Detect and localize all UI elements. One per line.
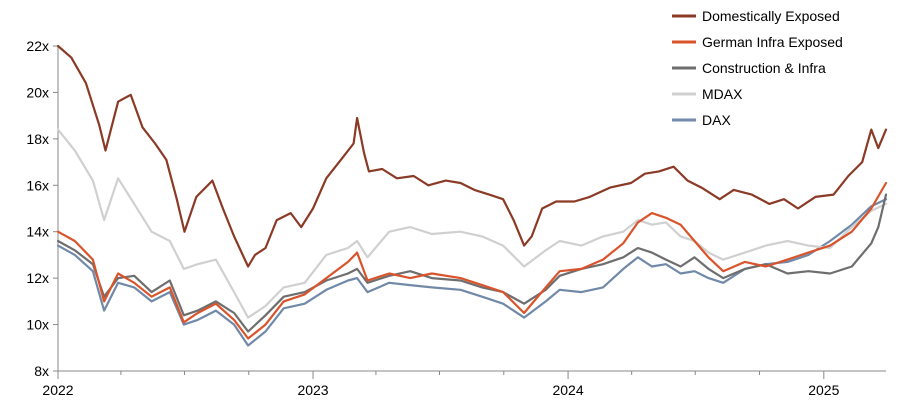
legend-label: German Infra Exposed <box>702 34 843 50</box>
x-tick-label: 2024 <box>552 382 583 398</box>
series-layer <box>56 44 888 347</box>
y-tick-label: 8x <box>34 363 49 379</box>
legend: Domestically Exposed German Infra Exposed… <box>672 8 843 128</box>
y-axis: 8x 10x 12x 14x 16x 18x 20x 22x <box>26 38 59 379</box>
y-tick-label: 16x <box>26 177 49 193</box>
y-tick-label: 14x <box>26 224 49 240</box>
y-tick-label: 22x <box>26 38 49 54</box>
y-tick-label: 20x <box>26 84 49 100</box>
x-tick-label: 2023 <box>297 382 328 398</box>
series-line-dax <box>56 198 888 347</box>
series-line-german-infra-exposed <box>56 181 888 340</box>
legend-label: Domestically Exposed <box>702 8 840 24</box>
y-tick-label: 12x <box>26 270 49 286</box>
legend-label: Construction & Infra <box>702 60 826 76</box>
series-line-mdax <box>56 128 888 319</box>
x-tick-label: 2022 <box>42 382 73 398</box>
series-line-domestically-exposed <box>56 44 888 268</box>
y-tick-label: 18x <box>26 131 49 147</box>
x-tick-label: 2025 <box>808 382 839 398</box>
y-tick-label: 10x <box>26 317 49 333</box>
legend-label: MDAX <box>702 86 743 102</box>
series-line-construction-infra <box>56 193 888 333</box>
legend-label: DAX <box>702 112 731 128</box>
x-axis: 2022 2023 2024 2025 <box>42 370 886 398</box>
